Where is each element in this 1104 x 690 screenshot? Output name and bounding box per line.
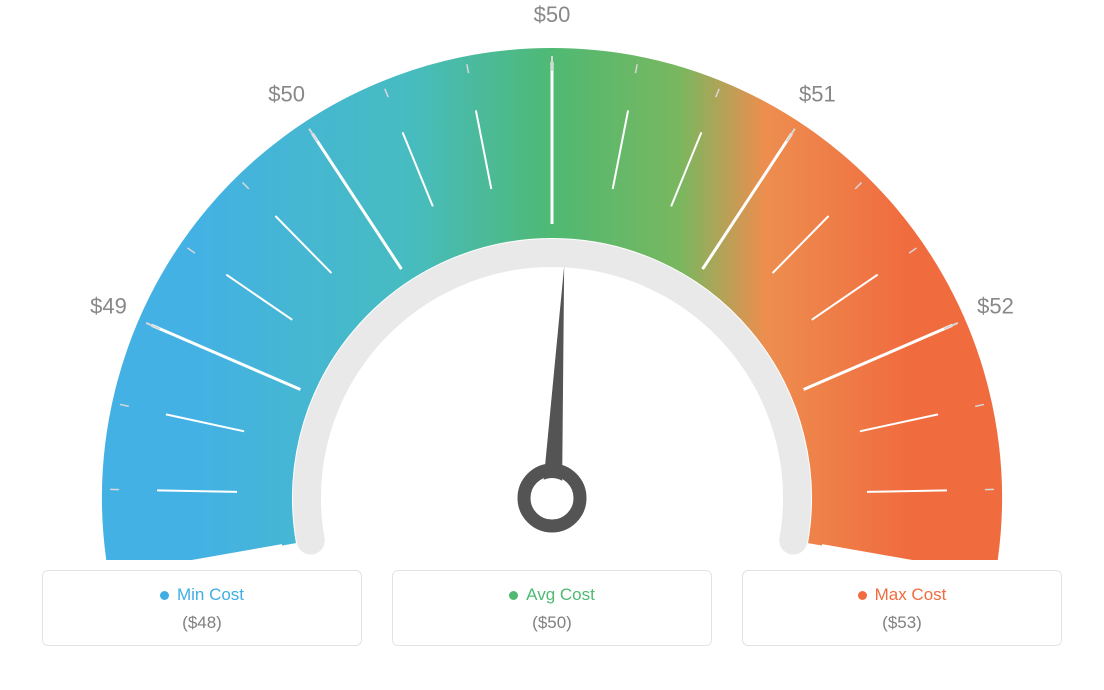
legend-card-min: Min Cost ($48) xyxy=(42,570,362,646)
svg-text:$50: $50 xyxy=(268,81,305,106)
max-cost-label: Max Cost xyxy=(875,585,947,605)
avg-cost-dot xyxy=(509,591,518,600)
max-cost-dot xyxy=(858,591,867,600)
svg-text:$51: $51 xyxy=(799,81,836,106)
min-cost-value: ($48) xyxy=(43,613,361,633)
svg-text:$49: $49 xyxy=(90,294,127,319)
legend-card-max: Max Cost ($53) xyxy=(742,570,1062,646)
legend-card-avg: Avg Cost ($50) xyxy=(392,570,712,646)
avg-cost-value: ($50) xyxy=(393,613,711,633)
max-cost-value: ($53) xyxy=(743,613,1061,633)
svg-text:$52: $52 xyxy=(977,294,1014,319)
min-cost-dot xyxy=(160,591,169,600)
svg-text:$50: $50 xyxy=(534,2,571,27)
gauge-chart: $48$49$50$50$51$52$53 xyxy=(0,0,1104,560)
avg-cost-label: Avg Cost xyxy=(526,585,595,605)
gauge-svg: $48$49$50$50$51$52$53 xyxy=(0,0,1104,560)
legend-row: Min Cost ($48) Avg Cost ($50) Max Cost (… xyxy=(0,570,1104,646)
min-cost-label: Min Cost xyxy=(177,585,244,605)
